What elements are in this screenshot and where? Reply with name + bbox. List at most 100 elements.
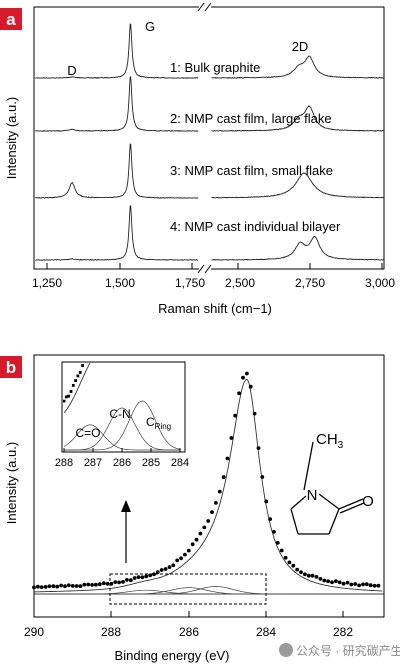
xps-data-point	[337, 580, 342, 585]
axis-break-bottom	[197, 264, 212, 274]
inset-tick-285: 285	[142, 457, 160, 469]
xps-data-point	[59, 583, 63, 588]
xps-data-point	[179, 556, 184, 561]
xps-data-point	[43, 585, 48, 589]
xps-data-point	[353, 582, 358, 586]
xps-data-point	[155, 570, 160, 575]
xps-data-point	[82, 582, 87, 587]
xps-data-point	[314, 575, 319, 579]
xps-data-point	[206, 519, 211, 523]
xps-data-point	[51, 584, 56, 589]
inset-tick-288: 288	[55, 457, 73, 469]
tick-label-3000: 3,000	[365, 276, 395, 290]
panel-a-xlabel: Raman shift (cm−1)	[158, 301, 272, 316]
tick-label-1250: 1,250	[32, 276, 62, 290]
xps-data-point	[128, 578, 133, 583]
xps-data-point	[260, 475, 265, 479]
panel-b-main-plot	[32, 371, 384, 595]
xps-data-point	[194, 537, 199, 542]
inset-label-cring: CRing	[146, 415, 171, 431]
panel-b-xlabel: Binding energy (eV)	[115, 648, 230, 663]
xps-data-point	[144, 574, 149, 579]
peak-label-g: G	[145, 19, 155, 34]
peak-label-2d: 2D	[292, 39, 309, 54]
xps-data-point	[334, 579, 338, 584]
tick-label-2750: 2,750	[295, 276, 325, 290]
tick-label-1750: 1,750	[175, 276, 205, 290]
spectrum-4-line-right	[211, 235, 384, 261]
xps-data-point	[70, 584, 75, 588]
peak-label-d: D	[67, 63, 76, 78]
xps-data-point	[225, 456, 230, 461]
spectrum-2-line-right	[211, 105, 384, 132]
panel-a-ylabel: Intensity (a.u.)	[4, 97, 19, 179]
inset-frame	[61, 361, 186, 453]
tick-label-1500: 1,500	[105, 276, 135, 290]
xps-data-point	[341, 581, 346, 586]
xps-data-point	[361, 582, 365, 587]
xps-data-point	[105, 581, 110, 586]
xps-data-point	[364, 582, 369, 587]
xps-data-point	[306, 573, 311, 578]
spectrum-1-line-left	[34, 23, 199, 79]
inset-xticks	[63, 448, 181, 452]
xps-data-point	[275, 540, 280, 545]
xps-data-point	[268, 517, 272, 521]
nmp-oxygen-label: O	[362, 493, 374, 510]
xps-data-point	[299, 570, 303, 575]
xps-data-point	[330, 580, 334, 585]
xps-data-point	[175, 558, 180, 563]
inset-data-point	[71, 384, 75, 387]
xps-data-point	[97, 582, 102, 587]
tick-label-288: 288	[101, 625, 121, 639]
tick-label-286: 286	[179, 625, 199, 639]
xps-data-point	[171, 563, 176, 568]
inset-fit-envelope	[63, 363, 91, 414]
xps-data-point	[136, 575, 141, 579]
panel-a-label-box	[0, 8, 22, 30]
xps-data-point	[349, 582, 354, 587]
inset-data-point	[64, 395, 68, 399]
inset-data-point	[69, 390, 73, 393]
inset-component-2	[64, 407, 180, 451]
inset-data-point	[63, 399, 66, 403]
xps-data-point	[39, 585, 44, 589]
zoom-arrow-head	[121, 500, 131, 512]
panel-a-spectra	[34, 23, 384, 261]
xps-data-point	[310, 573, 315, 578]
xps-data-point	[287, 560, 292, 565]
spectrum-label-3: 3: NMP cast film, small flake	[170, 163, 333, 178]
panel-b-frame	[33, 354, 385, 618]
xps-data-point	[121, 580, 125, 584]
tick-label-2500: 2,500	[225, 276, 255, 290]
xps-data-point	[186, 548, 191, 553]
xps-data-point	[291, 563, 296, 568]
xps-data-point	[101, 581, 106, 586]
xps-data-point	[90, 583, 94, 587]
nmp-molecule	[290, 441, 365, 535]
spectrum-3-line-right	[211, 172, 384, 199]
inset-data-point	[78, 371, 82, 374]
xps-data-point	[63, 584, 67, 589]
xps-data-point	[183, 552, 187, 557]
xps-data-point	[78, 584, 83, 588]
panel-b-label-box	[0, 356, 22, 378]
spectrum-4-line-left	[35, 205, 199, 261]
inset-label-cn: C-N	[109, 407, 130, 421]
xps-data-point	[376, 583, 381, 588]
xps-data-point	[279, 548, 284, 553]
nmp-nitrogen-label: N	[307, 487, 318, 504]
xps-data-point	[248, 384, 253, 389]
xps-data-point	[368, 583, 373, 588]
xps-data-point	[190, 542, 195, 547]
spectrum-1-line-right	[211, 55, 384, 79]
xps-data-point	[256, 446, 261, 450]
xps-data-point	[152, 572, 156, 577]
xps-data-point	[32, 585, 36, 590]
tick-label-282: 282	[333, 625, 353, 639]
xps-data-point	[214, 501, 218, 505]
spectrum-label-1: 1: Bulk graphite	[170, 60, 260, 75]
xps-data-point	[113, 580, 118, 584]
xps-data-point	[125, 578, 129, 582]
